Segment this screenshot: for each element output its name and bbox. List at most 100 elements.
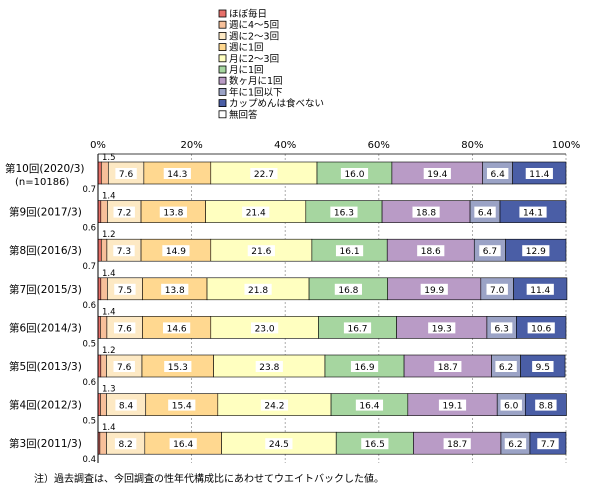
data-label-box	[350, 361, 379, 372]
data-label-box	[519, 206, 547, 218]
data-label-box	[479, 245, 501, 257]
data-label: 0.6	[82, 224, 96, 234]
data-label-box	[420, 283, 448, 295]
data-label: 7.5	[118, 286, 132, 296]
data-label: 1.4	[102, 307, 116, 317]
data-label-box	[114, 283, 136, 295]
data-label-box	[247, 245, 275, 257]
data-label: 0.6	[82, 301, 96, 311]
data-label: 0.7	[82, 262, 96, 272]
data-label: 19.1	[442, 402, 462, 412]
data-label-box	[115, 168, 137, 179]
data-label: 23.8	[259, 363, 279, 373]
data-label-box	[340, 168, 369, 179]
data-label-box	[255, 361, 283, 372]
data-label-box	[113, 322, 136, 334]
data-label: 7.6	[118, 324, 133, 334]
data-label-box	[500, 399, 522, 411]
category-label: 第4回(2012/3)	[9, 399, 82, 412]
data-label: 21.8	[248, 286, 268, 296]
data-label-box	[486, 283, 508, 295]
data-label-box	[504, 438, 527, 450]
data-label-box	[486, 168, 509, 179]
legend-label: 年に1回以下	[229, 86, 283, 98]
bar-segment	[100, 238, 108, 262]
legend-label: 数ヶ月に1回	[229, 75, 283, 87]
data-label-box	[244, 283, 272, 295]
data-label-box	[334, 283, 362, 295]
bar-segment	[100, 393, 107, 416]
data-label-box	[535, 399, 557, 411]
category-label: (n=10186)	[15, 177, 69, 188]
data-label: 7.6	[117, 363, 132, 373]
data-label: 18.7	[438, 363, 458, 373]
bar-segment	[100, 200, 108, 223]
data-label: 16.5	[365, 440, 385, 450]
data-label: 14.3	[167, 170, 187, 180]
category-label: 第6回(2014/3)	[9, 321, 82, 334]
x-tick-label: 40%	[274, 140, 296, 151]
data-label: 19.9	[424, 286, 444, 296]
data-label: 16.1	[340, 247, 360, 257]
legend-swatch	[218, 76, 227, 85]
data-label: 0.4	[82, 455, 96, 465]
bar-segment	[100, 316, 108, 339]
data-label: 18.6	[421, 247, 441, 257]
data-label: 16.4	[173, 440, 193, 450]
data-label-box	[428, 322, 456, 334]
bars: 7.6 14.3 22.7 16.0 19.4 6.4 11.4 1.5 0.7 7.2 13.8 2…	[82, 153, 568, 465]
legend-swatch	[218, 9, 227, 18]
data-label: 0.5	[82, 339, 96, 349]
data-label-box	[163, 322, 191, 334]
data-label: 7.2	[117, 209, 131, 219]
data-label-box	[113, 245, 135, 257]
data-label-box	[412, 206, 440, 218]
data-label-box	[250, 168, 278, 179]
data-label: 0.7	[82, 185, 96, 195]
data-label: 1.2	[102, 230, 116, 240]
data-label: 8.4	[119, 402, 134, 412]
data-label-box	[527, 322, 555, 334]
data-label: 6.3	[494, 324, 508, 334]
data-label: 10.6	[531, 324, 551, 334]
data-label-box	[423, 168, 451, 179]
legend-swatch	[218, 88, 227, 96]
data-label: 16.9	[355, 363, 375, 373]
data-label-box	[115, 399, 137, 411]
data-label: 7.3	[117, 247, 131, 257]
data-label-box	[443, 438, 471, 450]
x-tick-label: 100%	[552, 140, 581, 151]
data-label-box	[490, 322, 513, 334]
data-label-box	[260, 399, 289, 411]
data-label-box	[438, 399, 467, 411]
data-label-box	[343, 322, 372, 334]
data-label-box	[330, 206, 358, 218]
data-label: 18.8	[416, 209, 436, 219]
bar-segment	[100, 354, 107, 378]
legend-label: 週に4～5回	[229, 19, 279, 31]
data-label: 16.8	[338, 286, 358, 296]
category-label: 第8回(2016/3)	[9, 244, 82, 257]
category-label: 第9回(2017/3)	[9, 206, 82, 219]
data-label: 18.7	[447, 440, 467, 450]
data-label-box	[525, 168, 553, 179]
data-label: 7.0	[490, 286, 505, 296]
data-label: 6.0	[504, 402, 519, 412]
data-label-box	[159, 206, 187, 218]
data-label: 19.4	[427, 170, 447, 180]
data-label: 13.8	[163, 209, 183, 219]
data-label: 0.5	[82, 417, 96, 427]
data-label-box	[251, 322, 279, 334]
data-label: 16.3	[334, 209, 354, 219]
data-label-box	[242, 206, 270, 218]
data-label: 16.4	[359, 402, 379, 412]
data-label: 0.6	[82, 378, 96, 388]
data-label-box	[113, 361, 135, 372]
legend-label: カップめんは食べない	[229, 98, 324, 110]
data-label-box	[526, 283, 554, 295]
x-tick-label: 80%	[461, 140, 483, 151]
data-label: 15.4	[172, 402, 192, 412]
category-label: 第10回(2020/3)	[5, 162, 85, 175]
bar-segment	[99, 431, 107, 455]
legend-swatch	[218, 99, 227, 107]
